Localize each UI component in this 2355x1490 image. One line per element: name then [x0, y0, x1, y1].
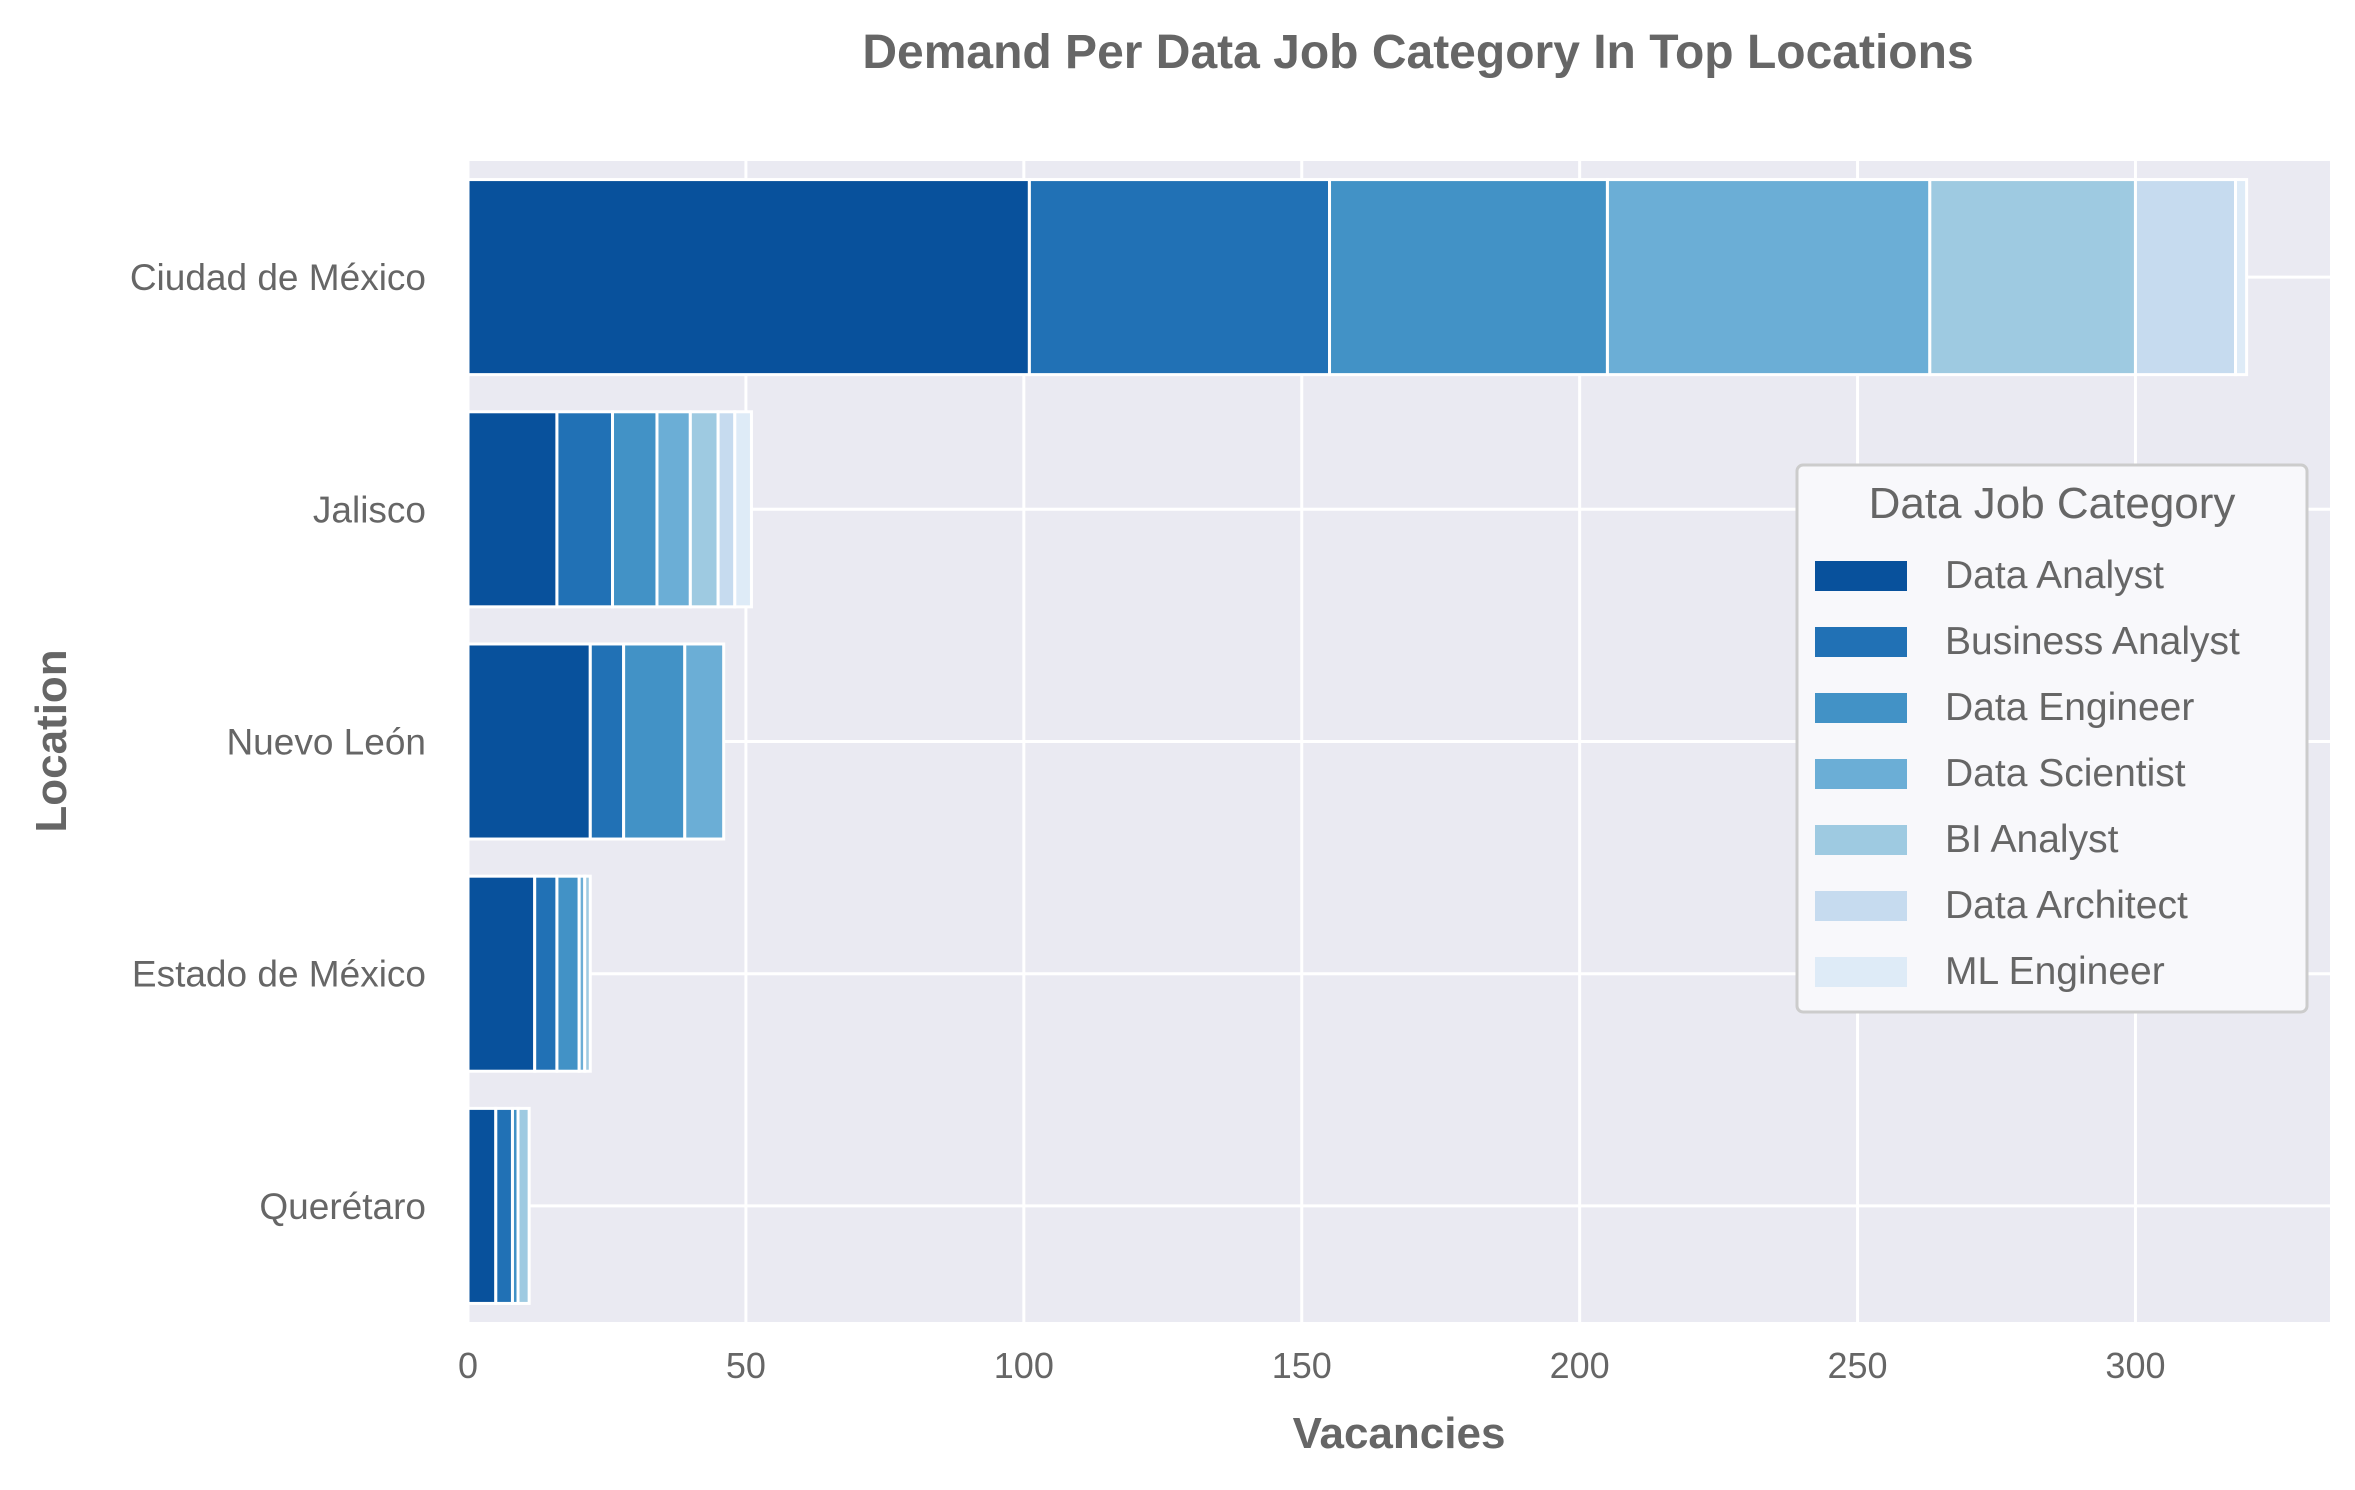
bar-segment [533, 874, 559, 1073]
bar-segment [655, 410, 692, 609]
bar-segment [555, 410, 615, 609]
y-tick-label: Querétaro [259, 1186, 426, 1227]
y-tick-label: Jalisco [313, 489, 426, 530]
bar-segment [1928, 178, 2137, 377]
x-tick-label: 300 [2105, 1345, 2165, 1386]
bar-segment [622, 642, 687, 841]
legend-items: Data Analyst Business Analyst Data Enginee… [1815, 554, 2240, 993]
bar-segment [588, 642, 626, 841]
bar-segment [466, 1106, 498, 1305]
bar-segment [494, 1106, 514, 1305]
bar-segment [2234, 178, 2249, 377]
legend-swatch [1815, 627, 1907, 657]
legend-box [1795, 463, 2309, 1014]
legend-swatch [1815, 825, 1907, 855]
legend-label: Data Analyst [1945, 554, 2164, 597]
x-tick-label: 150 [1272, 1345, 1332, 1386]
x-tick-label: 250 [1828, 1345, 1888, 1386]
legend-swatch [1815, 957, 1907, 987]
bar-segment [1328, 178, 1609, 377]
bar-segment [555, 874, 581, 1073]
bar-segment [466, 874, 537, 1073]
bar-segment [716, 410, 737, 609]
chart-title: Demand Per Data Job Category In Top Loca… [862, 26, 1973, 79]
legend-label: Business Analyst [1945, 620, 2240, 663]
legend-label: Data Architect [1945, 884, 2188, 927]
x-tick-label: 200 [1550, 1345, 1610, 1386]
bar-segment [683, 642, 726, 841]
legend-title: Data Job Category [1869, 479, 2236, 528]
legend-label: Data Scientist [1945, 752, 2186, 795]
bar-segment [583, 874, 592, 1073]
y-tick-label: Ciudad de México [130, 257, 426, 298]
x-tick-label: 50 [726, 1345, 766, 1386]
bar-segment [466, 642, 592, 841]
bar-segment [688, 410, 720, 609]
bar-segment [1605, 178, 1932, 377]
x-tick-label: 0 [458, 1345, 478, 1386]
bar-segment [733, 410, 753, 609]
bar-segment [516, 1106, 531, 1305]
legend-label: Data Engineer [1945, 686, 2194, 729]
legend-swatch [1815, 891, 1907, 921]
bar-segment [2133, 178, 2238, 377]
x-tick-label: 100 [994, 1345, 1054, 1386]
y-tick-labels: Ciudad de México Jalisco Nuevo León Estado … [130, 257, 426, 1227]
legend: Data Job Category Data Analyst Business A… [1795, 463, 2309, 1014]
legend-swatch [1815, 693, 1907, 723]
x-tick-labels: 0 50 100 150 200 250 300 [458, 1345, 2166, 1386]
bar-segment [466, 410, 559, 609]
bar-segment [1027, 178, 1332, 377]
y-tick-label: Estado de México [132, 954, 426, 995]
bars [466, 178, 2249, 1305]
bar-segment [611, 410, 659, 609]
legend-swatch [1815, 759, 1907, 789]
legend-swatch [1815, 561, 1907, 591]
y-axis-label: Location [27, 649, 76, 832]
bar-segment [466, 178, 1031, 377]
y-tick-label: Nuevo León [226, 722, 426, 763]
x-axis-label: Vacancies [1293, 1409, 1506, 1458]
legend-label: ML Engineer [1945, 950, 2165, 993]
legend-label: BI Analyst [1945, 818, 2119, 861]
